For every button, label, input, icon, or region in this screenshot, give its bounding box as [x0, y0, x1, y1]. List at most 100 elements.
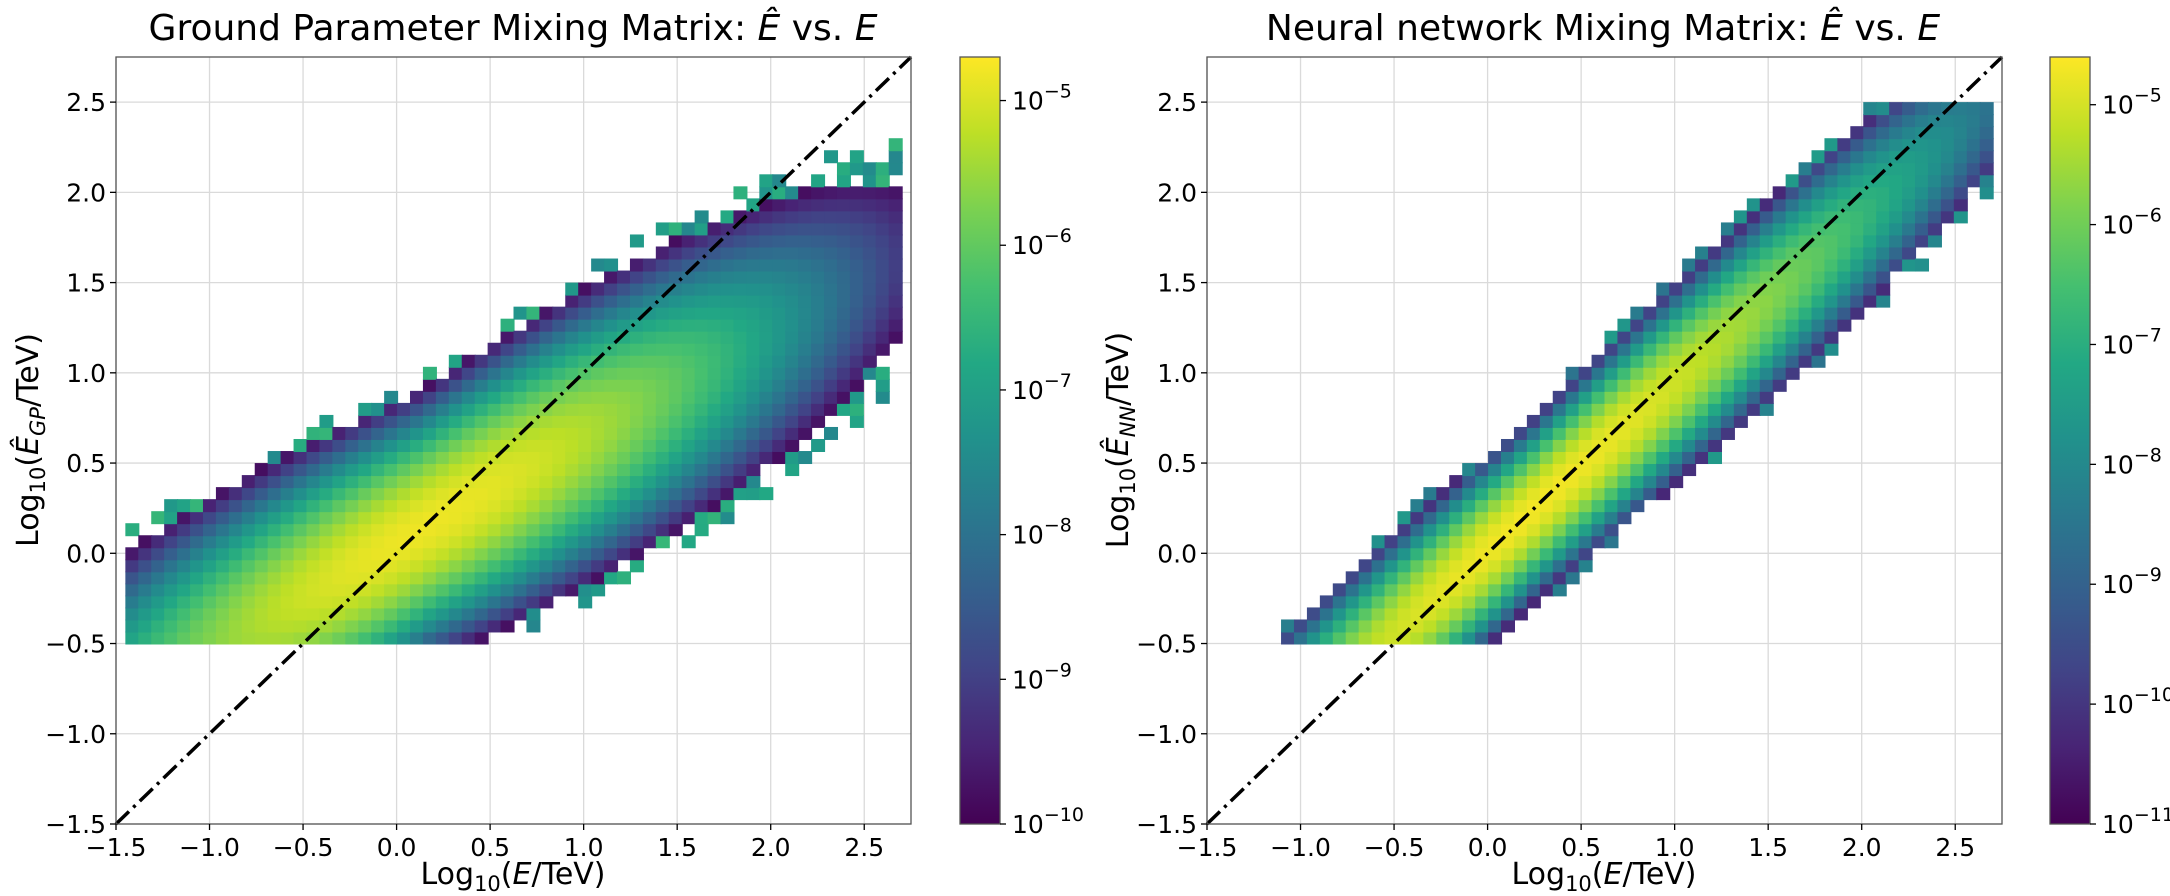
heatmap-bin: [1604, 378, 1619, 392]
heatmap-bin: [1410, 499, 1425, 513]
heatmap-bin: [526, 523, 541, 537]
heatmap-bin: [487, 511, 502, 525]
heatmap-bin: [513, 559, 528, 573]
heatmap-bin: [267, 571, 282, 585]
heatmap-bin: [1475, 619, 1490, 633]
heatmap-bin: [1953, 174, 1968, 188]
heatmap-bin: [642, 426, 657, 440]
heatmap-bin: [578, 318, 593, 332]
heatmap-bin: [552, 487, 567, 501]
heatmap-bin: [1759, 366, 1774, 380]
heatmap-bin: [642, 354, 657, 368]
x-tick-label: 2.0: [1842, 833, 1882, 862]
heatmap-bin: [565, 342, 580, 356]
heatmap-bin: [681, 282, 696, 296]
heatmap-bin: [487, 595, 502, 609]
heatmap-bin: [798, 210, 813, 224]
heatmap-bin: [138, 595, 153, 609]
heatmap-bin: [785, 438, 800, 452]
heatmap-bin: [513, 390, 528, 404]
heatmap-bin: [604, 270, 619, 284]
heatmap-bin: [759, 390, 774, 404]
heatmap-bin: [1889, 162, 1904, 176]
heatmap-bin: [371, 414, 386, 428]
heatmap-bin: [785, 234, 800, 248]
heatmap-bin: [707, 282, 722, 296]
heatmap-bin: [151, 571, 166, 585]
heatmap-bin: [422, 463, 437, 477]
heatmap-bin: [280, 511, 295, 525]
heatmap-bin: [1902, 246, 1917, 260]
heatmap-bin: [824, 150, 839, 164]
heatmap-bin: [875, 282, 890, 296]
heatmap-bin: [1746, 366, 1761, 380]
heatmap-bin: [785, 414, 800, 428]
heatmap-bin: [371, 571, 386, 585]
heatmap-bin: [384, 463, 399, 477]
heatmap-bin: [655, 222, 670, 236]
heatmap-bin: [694, 318, 709, 332]
heatmap-bin: [474, 607, 489, 621]
heatmap-bin: [526, 547, 541, 561]
heatmap-bin: [1876, 210, 1891, 224]
heatmap-bin: [811, 186, 826, 200]
heatmap-bin: [332, 499, 347, 513]
heatmap-bin: [513, 511, 528, 525]
colorbar-frame-gp: [959, 56, 1001, 825]
heatmap-bin: [539, 390, 554, 404]
heatmap-bin: [1889, 222, 1904, 236]
heatmap-bin: [487, 426, 502, 440]
heatmap-bin: [461, 451, 476, 465]
heatmap-bin: [228, 523, 243, 537]
heatmap-bin: [1798, 198, 1813, 212]
heatmap-bin: [617, 294, 632, 308]
heatmap-bin: [1565, 390, 1580, 404]
heatmap-bin: [642, 330, 657, 344]
heatmap-bin: [849, 366, 864, 380]
heatmap-bin: [241, 631, 256, 645]
heatmap-bin: [397, 414, 412, 428]
heatmap-bin: [1682, 282, 1697, 296]
heatmap-bin: [552, 366, 567, 380]
heatmap-bin: [1630, 499, 1645, 513]
heatmap-bin: [875, 222, 890, 236]
heatmap-bin: [500, 547, 515, 561]
heatmap-bin: [202, 583, 217, 597]
heatmap-bin: [539, 511, 554, 525]
heatmap-bin: [565, 511, 580, 525]
heatmap-bin: [177, 619, 192, 633]
heatmap-bin: [1604, 414, 1619, 428]
heatmap-bin: [785, 306, 800, 320]
heatmap-bin: [824, 234, 839, 248]
heatmap-bin: [707, 438, 722, 452]
heatmap-bin: [681, 378, 696, 392]
heatmap-bin: [1591, 366, 1606, 380]
heatmap-bin: [526, 451, 541, 465]
heatmap-bin: [1772, 210, 1787, 224]
heatmap-bin: [474, 559, 489, 573]
heatmap-bin: [215, 595, 230, 609]
heatmap-bin: [1708, 438, 1723, 452]
heatmap-bin: [668, 330, 683, 344]
heatmap-bin: [1410, 571, 1425, 585]
heatmap-bin: [435, 463, 450, 477]
heatmap-bin: [785, 270, 800, 284]
heatmap-bin: [1462, 619, 1477, 633]
heatmap-bin: [513, 475, 528, 489]
heatmap-bin: [526, 607, 541, 621]
heatmap-bin: [811, 270, 826, 284]
heatmap-bin: [681, 451, 696, 465]
heatmap-bin: [1733, 318, 1748, 332]
heatmap-bin: [190, 583, 205, 597]
heatmap-bin: [500, 619, 515, 633]
heatmap-bin: [1462, 523, 1477, 537]
heatmap-bin: [1733, 222, 1748, 236]
heatmap-bin: [681, 499, 696, 513]
heatmap-bin: [849, 282, 864, 296]
x-tick-label: 2.5: [1935, 833, 1975, 862]
heatmap-bin: [720, 463, 735, 477]
heatmap-bin: [280, 487, 295, 501]
y-tick-label: −1.5: [1136, 810, 1197, 839]
heatmap-bin: [371, 438, 386, 452]
heatmap-bin: [1785, 234, 1800, 248]
